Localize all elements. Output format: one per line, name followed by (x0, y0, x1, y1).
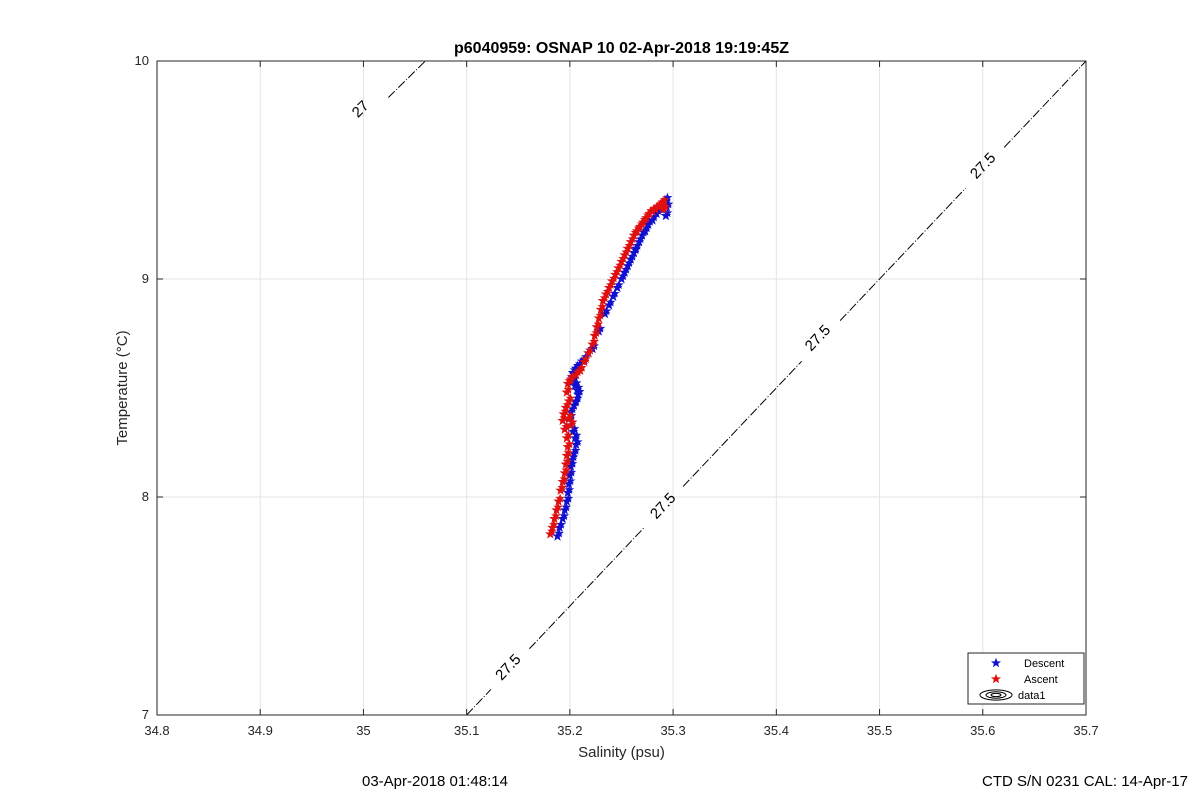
descent-point (554, 528, 564, 538)
x-axis-label: Salinity (psu) (578, 744, 665, 761)
legend-box (967, 652, 1085, 705)
x-tick-label: 35.6 (970, 723, 995, 738)
ascent-point (559, 473, 570, 484)
descent-point (564, 484, 575, 494)
ascent-point (555, 493, 565, 503)
footer-timestamp: 03-Apr-2018 01:48:14 (362, 773, 508, 790)
legend-label-data1: data1 (1018, 690, 1046, 702)
ascent-point (581, 353, 591, 364)
data-points (545, 192, 674, 541)
ascent-point (553, 502, 563, 512)
x-tick-label: 35.1 (454, 723, 479, 738)
y-axis-label: Temperature (°C) (114, 330, 131, 445)
y-tick-label: 9 (142, 271, 149, 286)
contour-line (839, 187, 967, 321)
y-tick-label: 8 (142, 489, 149, 504)
ascent-legend-marker (991, 673, 1001, 684)
descent-point (570, 445, 581, 455)
x-tick-label: 35.2 (557, 723, 582, 738)
x-tick-label: 34.9 (248, 723, 273, 738)
x-tick-label: 35.7 (1073, 723, 1098, 738)
descent-point (565, 476, 576, 486)
y-tick-label: 7 (142, 707, 149, 722)
x-tick-label: 35.4 (764, 723, 789, 738)
ascent-point (585, 345, 595, 355)
ascent-point (567, 417, 578, 427)
ascent-point (593, 319, 604, 329)
x-tick-label: 35.5 (867, 723, 892, 738)
axis-ticks: 34.8 34.9 35 35.1 35.2 35.3 35.4 35.5 35.6 35.7 7 8… (135, 53, 1099, 738)
contour-legend-marker (979, 689, 1013, 701)
descent-point (566, 467, 577, 477)
contour-legend-marker (985, 691, 1007, 699)
contour-legend-marker (990, 692, 1002, 698)
ascent-point (591, 327, 602, 338)
ascent-point (551, 510, 561, 521)
ascent-point (563, 384, 574, 394)
legend-label-ascent: Ascent (1024, 674, 1058, 686)
contour-line (1003, 60, 1087, 148)
chart-title: p6040959: OSNAP 10 02-Apr-2018 19:19:45Z (454, 40, 789, 57)
ascent-point (563, 447, 574, 457)
contour-line (682, 360, 802, 487)
ascent-point (589, 336, 600, 346)
ascent-point (576, 362, 587, 372)
ascent-point (561, 465, 572, 475)
ascent-point (557, 482, 568, 492)
descent-point (559, 510, 570, 521)
ascent-point (659, 194, 670, 204)
x-tick-label: 34.8 (144, 723, 169, 738)
descent-point (605, 297, 616, 307)
descent-legend-marker (991, 657, 1001, 668)
legend-label-descent: Descent (1024, 658, 1064, 670)
descent-point (561, 502, 572, 512)
descent-point (609, 288, 620, 298)
ascent-point (597, 301, 608, 311)
ascent-point (564, 439, 575, 449)
axes-box (156, 60, 1087, 716)
ascent-point (563, 430, 574, 440)
ascent-point (595, 310, 606, 320)
descent-point (563, 493, 574, 503)
footer-ctd-info: CTD S/N 0231 CAL: 14-Apr-17 (982, 773, 1188, 790)
ascent-point (562, 456, 573, 466)
ascent-point (565, 393, 576, 403)
ascent-point (565, 410, 576, 420)
ascent-point (660, 201, 671, 211)
legend: Descent Ascent data1 (967, 652, 1085, 705)
x-tick-label: 35 (356, 723, 370, 738)
x-tick-label: 35.3 (660, 723, 685, 738)
ascent-point (549, 519, 559, 529)
descent-point (614, 279, 624, 290)
y-tick-label: 10 (135, 53, 149, 68)
contour-line (388, 60, 426, 98)
contour-line (466, 689, 492, 716)
